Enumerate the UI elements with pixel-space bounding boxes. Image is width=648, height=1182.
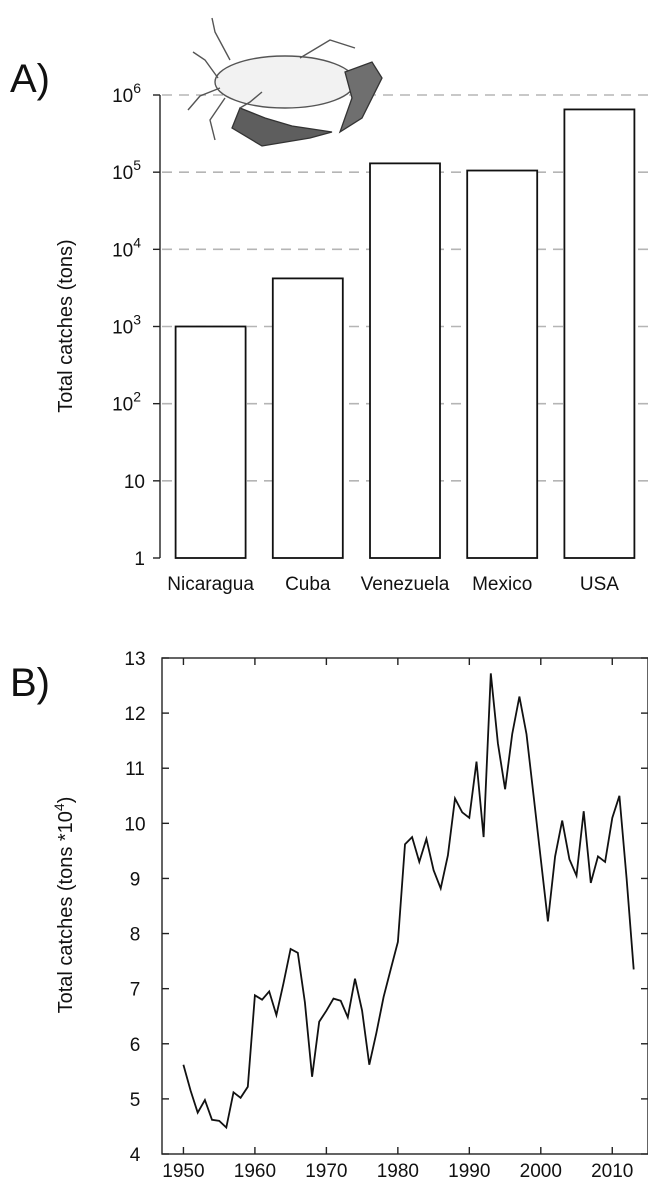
panel-b-label: B) bbox=[10, 661, 50, 705]
chart-b-y-tick-label: 4 bbox=[130, 1145, 141, 1166]
chart-a-x-tick-label: Nicaragua bbox=[167, 574, 254, 595]
chart-a-y-tick-exponent: 2 bbox=[133, 389, 141, 405]
chart-a-y-axis-title: Total catches (tons) bbox=[55, 239, 77, 412]
chart-a-y-tick-label: 10 bbox=[124, 472, 145, 493]
chart-b-x-tick-label: 1950 bbox=[162, 1161, 204, 1182]
chart-a-y-tick-base: 10 bbox=[112, 86, 133, 107]
chart-b-y-tick-label: 7 bbox=[130, 980, 141, 1001]
chart-a-y-tick-exponent: 6 bbox=[133, 80, 141, 96]
chart-b-x-tick-label: 2010 bbox=[591, 1161, 633, 1182]
chart-a-y-tick-label: 103 bbox=[112, 312, 141, 339]
panel-a-label: A) bbox=[10, 57, 50, 101]
chart-a-bar bbox=[271, 277, 344, 559]
chart-a-x-tick-label: Cuba bbox=[285, 574, 331, 595]
chart-b-y-ticks: 4 5 6 7 8 9 10 11 12 13 bbox=[124, 649, 648, 1166]
chart-a-y-tick-exponent: 4 bbox=[133, 234, 141, 250]
chart-b-x-tick-label: 1960 bbox=[234, 1161, 276, 1182]
chart-a-x-tick-label: Venezuela bbox=[361, 574, 450, 595]
chart-a-x-tick-label: USA bbox=[580, 574, 619, 595]
chart-a-y-tick-base: 1 bbox=[134, 549, 145, 570]
chart-b-y-tick-label: 11 bbox=[125, 759, 145, 780]
chart-a-y-tick-label: 1 bbox=[134, 549, 145, 570]
chart-a-bar bbox=[563, 108, 636, 559]
chart-a-x-tick-label: Mexico bbox=[472, 574, 532, 595]
chart-a-y-tick-label: 106 bbox=[112, 80, 141, 107]
chart-b-y-axis-title-sup: 4 bbox=[51, 803, 67, 811]
chart-a-bar bbox=[174, 325, 247, 559]
chart-a-y-tick-label: 105 bbox=[112, 157, 141, 184]
chart-a-y-tick-base: 10 bbox=[112, 240, 133, 261]
chart-a-bar bbox=[369, 162, 441, 559]
chart-a-y-tick-base: 10 bbox=[112, 318, 133, 339]
chart-b-x-tick-label: 1980 bbox=[377, 1161, 419, 1182]
chart-b-series-line bbox=[182, 673, 635, 1130]
panel-b: B) 4 5 6 7 8 9 10 11 12 13 1950 1960 1970 1980 1990 20… bbox=[10, 649, 648, 1182]
chart-b-x-ticks: 1950 1960 1970 1980 1990 2000 2010 bbox=[162, 658, 633, 1182]
chart-a-y-tick-base: 10 bbox=[112, 163, 133, 184]
crab-illustration bbox=[187, 17, 383, 147]
chart-b-x-tick-label: 1990 bbox=[448, 1161, 490, 1182]
chart-a-bars bbox=[174, 108, 636, 559]
chart-b-y-axis-title-end: ) bbox=[55, 797, 77, 804]
chart-a-y-tick-exponent: 3 bbox=[133, 312, 141, 328]
chart-b-frame bbox=[161, 657, 648, 1155]
chart-b-y-tick-label: 9 bbox=[130, 869, 141, 890]
chart-b-x-tick-label: 1970 bbox=[305, 1161, 347, 1182]
chart-a-y-tick-label: 104 bbox=[112, 234, 141, 261]
chart-a-y-tick-exponent: 5 bbox=[133, 157, 141, 173]
chart-b-y-axis-title-main: Total catches (tons *10 bbox=[55, 811, 77, 1013]
chart-b-y-tick-label: 5 bbox=[130, 1090, 141, 1111]
chart-b-y-tick-label: 6 bbox=[130, 1035, 141, 1056]
chart-b-y-axis-title: Total catches (tons *104) bbox=[51, 797, 77, 1014]
chart-b-y-tick-label: 8 bbox=[130, 925, 141, 946]
chart-b-y-tick-label: 12 bbox=[124, 704, 145, 725]
chart-a-y-tick-base: 10 bbox=[124, 472, 145, 493]
chart-b-x-tick-label: 2000 bbox=[520, 1161, 562, 1182]
chart-b-y-tick-label: 13 bbox=[124, 649, 145, 670]
chart-a-y-tick-base: 10 bbox=[112, 395, 133, 416]
chart-b-y-tick-label: 10 bbox=[124, 814, 145, 835]
chart-a-x-labels: Nicaragua Cuba Venezuela Mexico USA bbox=[167, 574, 619, 595]
chart-a-bar bbox=[466, 169, 539, 559]
chart-a-y-tick-label: 102 bbox=[112, 389, 141, 416]
